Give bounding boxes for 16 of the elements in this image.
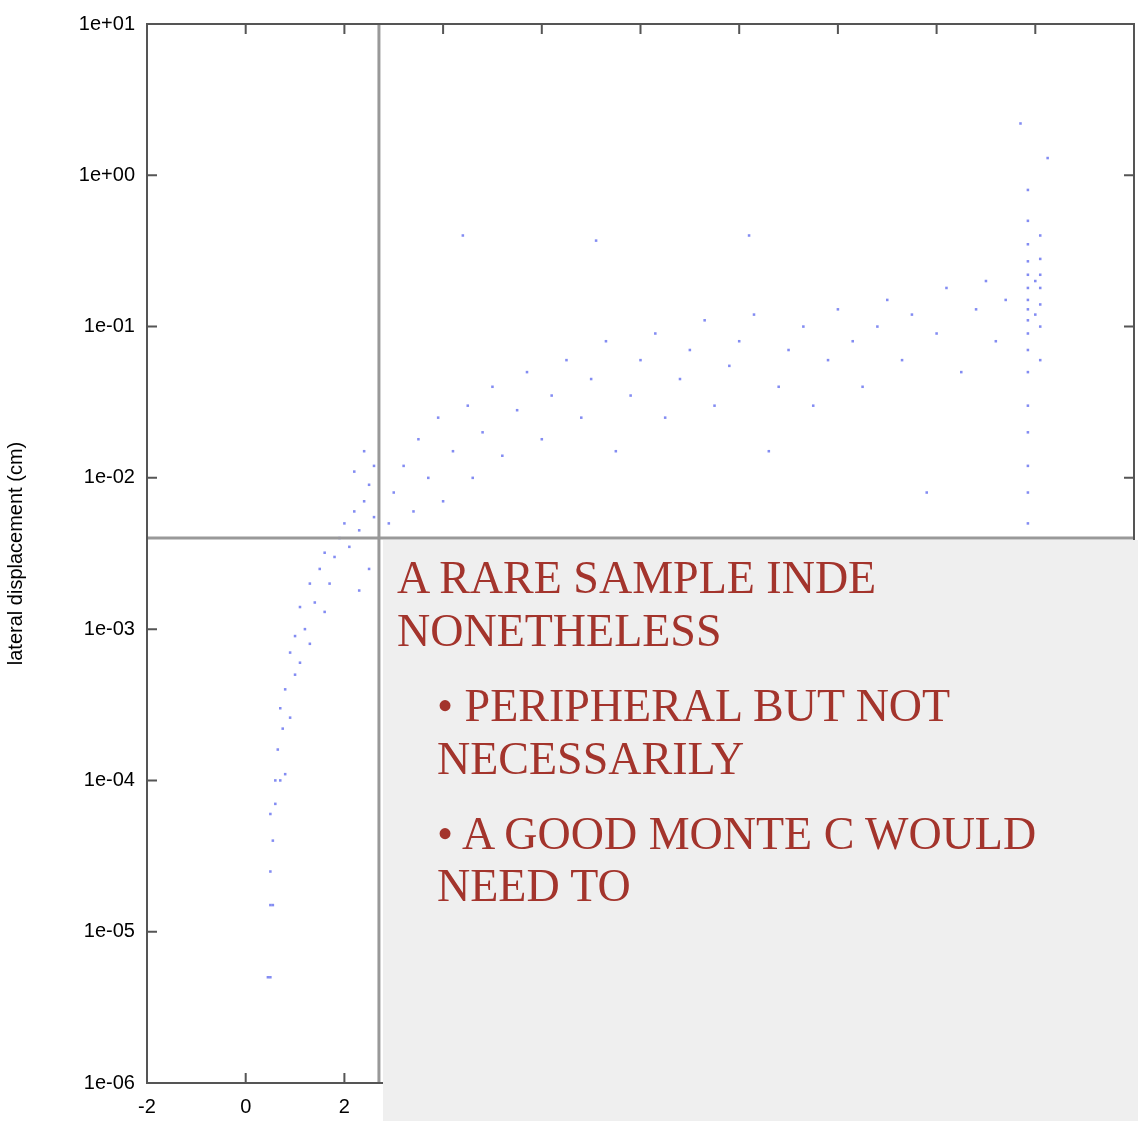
y-tick-label: 1e-01 <box>83 314 135 337</box>
annotation: • A GOOD MONTE C WOULD NEED TO <box>436 807 1038 914</box>
text-panel: A RARE SAMPLE INDE NONETHELESS • PERIPHERAL BUT NOT NECESSARILY • A GOOD MONTE C WOULD NEED TO <box>383 540 1138 1121</box>
y-tick-label: 1e-06 <box>83 1070 135 1093</box>
annotation: • PERIPHERAL BUT NOT NECESSARILY <box>436 679 951 786</box>
y-axis-title: lateral displacement (cm) <box>3 441 26 666</box>
y-tick-label: 1e-03 <box>83 616 135 639</box>
annotation: A RARE SAMPLE INDE NONETHELESS <box>397 552 878 658</box>
y-tick-label: 1e+01 <box>78 11 135 34</box>
y-tick-label: 1e-05 <box>83 919 135 942</box>
y-tick-label: 1e+00 <box>78 162 135 185</box>
y-tick-label: 1e-02 <box>83 465 135 488</box>
y-tick-label: 1e-04 <box>83 767 135 790</box>
x-tick-label: 2 <box>338 1094 350 1117</box>
x-tick-label: -2 <box>138 1094 156 1117</box>
x-tick-label: 0 <box>240 1094 252 1117</box>
